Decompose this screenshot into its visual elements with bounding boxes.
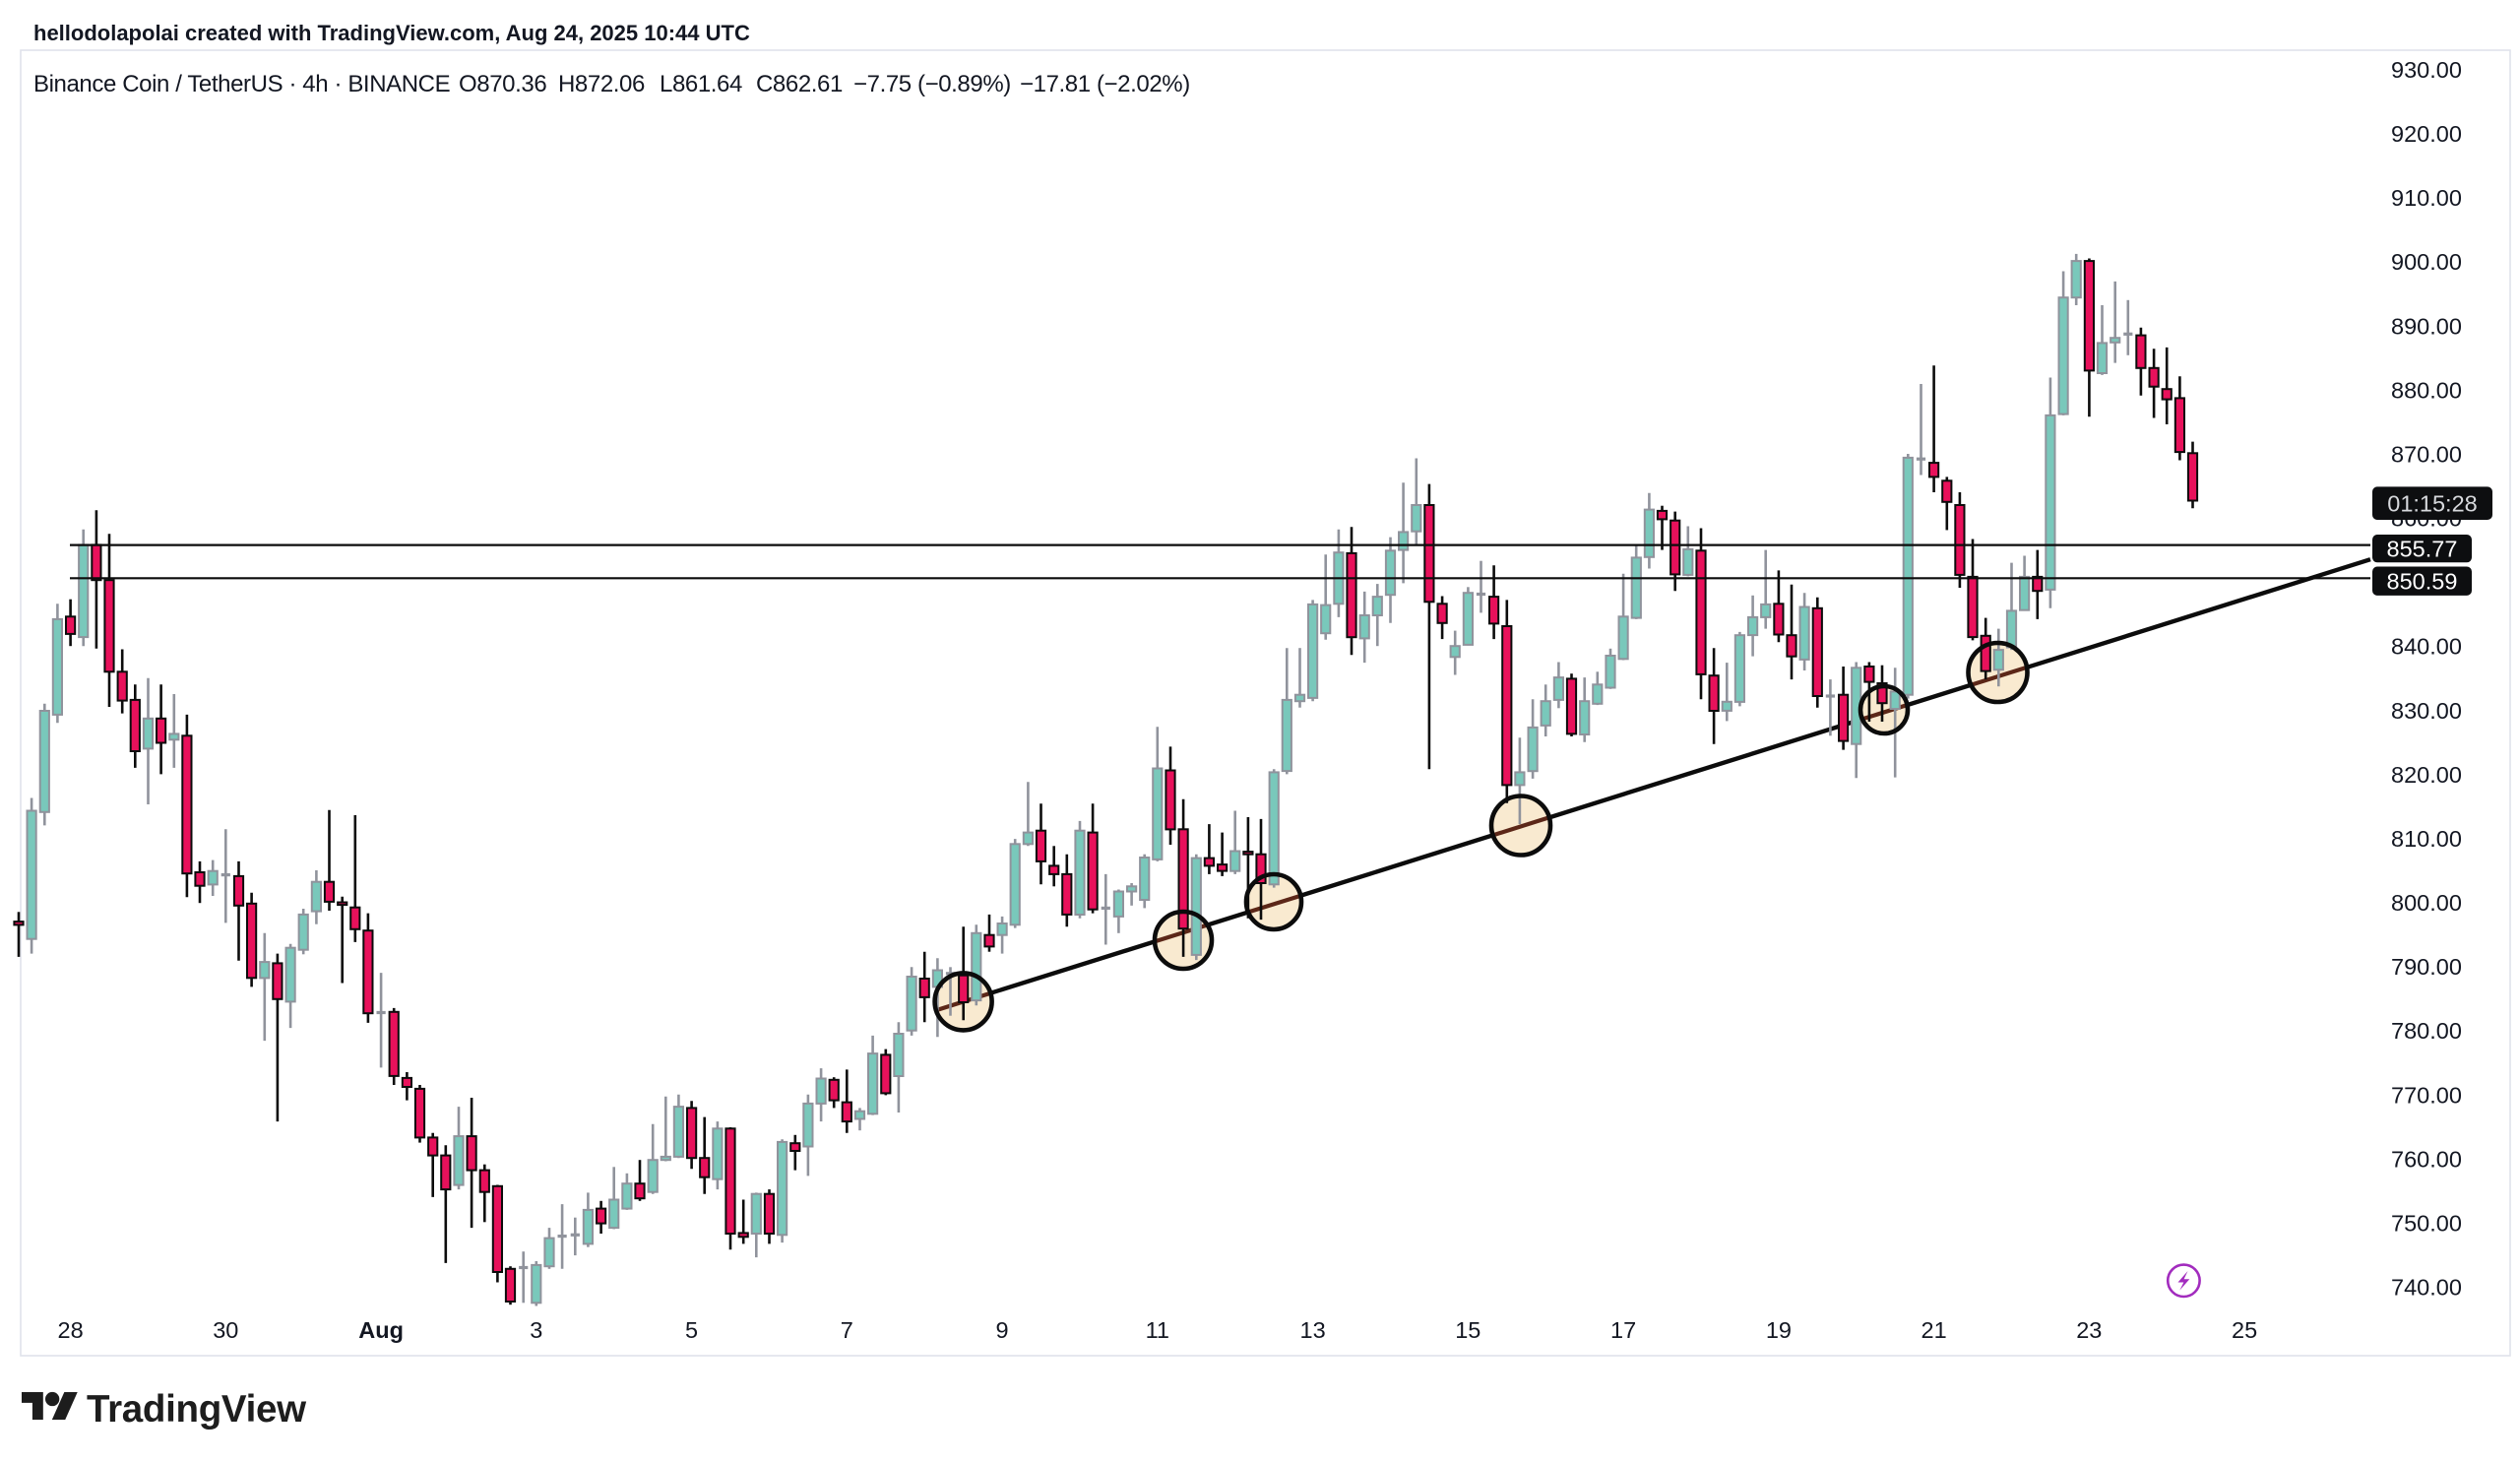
svg-text:21: 21: [1922, 1317, 1947, 1343]
svg-text:855.77: 855.77: [2387, 536, 2458, 561]
svg-text:hellodolapolai created with Tr: hellodolapolai created with TradingView.…: [33, 21, 750, 45]
svg-text:7: 7: [841, 1317, 853, 1343]
svg-text:820.00: 820.00: [2391, 762, 2462, 788]
svg-text:TradingView: TradingView: [87, 1388, 307, 1431]
svg-text:23: 23: [2076, 1317, 2102, 1343]
svg-text:770.00: 770.00: [2391, 1082, 2462, 1108]
svg-text:Binance Coin / TetherUS · 4h ·: Binance Coin / TetherUS · 4h · BINANCE: [33, 71, 450, 97]
svg-text:870.00: 870.00: [2391, 442, 2462, 468]
svg-text:3: 3: [530, 1317, 542, 1343]
svg-text:930.00: 930.00: [2391, 57, 2462, 83]
svg-text:L861.64: L861.64: [660, 71, 742, 97]
svg-text:920.00: 920.00: [2391, 121, 2462, 147]
svg-text:H872.06: H872.06: [558, 71, 645, 97]
svg-text:780.00: 780.00: [2391, 1018, 2462, 1044]
svg-text:17: 17: [1610, 1317, 1636, 1343]
svg-text:O870.36: O870.36: [459, 71, 546, 97]
svg-text:800.00: 800.00: [2391, 890, 2462, 916]
svg-text:850.59: 850.59: [2387, 569, 2458, 595]
svg-text:910.00: 910.00: [2391, 185, 2462, 211]
svg-text:890.00: 890.00: [2391, 313, 2462, 339]
svg-text:880.00: 880.00: [2391, 377, 2462, 403]
svg-text:13: 13: [1300, 1317, 1326, 1343]
svg-text:19: 19: [1766, 1317, 1792, 1343]
svg-text:Aug: Aug: [358, 1317, 404, 1343]
svg-text:−7.75 (−0.89%): −7.75 (−0.89%): [853, 71, 1011, 97]
svg-text:01:15:28: 01:15:28: [2387, 491, 2477, 517]
svg-text:30: 30: [213, 1317, 238, 1343]
svg-text:830.00: 830.00: [2391, 698, 2462, 724]
svg-text:25: 25: [2232, 1317, 2257, 1343]
svg-text:900.00: 900.00: [2391, 249, 2462, 275]
svg-text:760.00: 760.00: [2391, 1146, 2462, 1172]
svg-text:790.00: 790.00: [2391, 954, 2462, 980]
svg-text:840.00: 840.00: [2391, 634, 2462, 660]
svg-text:28: 28: [58, 1317, 84, 1343]
svg-text:−17.81 (−2.02%): −17.81 (−2.02%): [1020, 71, 1190, 97]
svg-text:11: 11: [1146, 1317, 1169, 1343]
svg-text:9: 9: [996, 1317, 1009, 1343]
svg-text:15: 15: [1455, 1317, 1480, 1343]
svg-text:5: 5: [685, 1317, 698, 1343]
svg-text:810.00: 810.00: [2391, 826, 2462, 852]
svg-text:740.00: 740.00: [2391, 1275, 2462, 1301]
svg-text:C862.61: C862.61: [756, 71, 843, 97]
svg-text:750.00: 750.00: [2391, 1210, 2462, 1236]
